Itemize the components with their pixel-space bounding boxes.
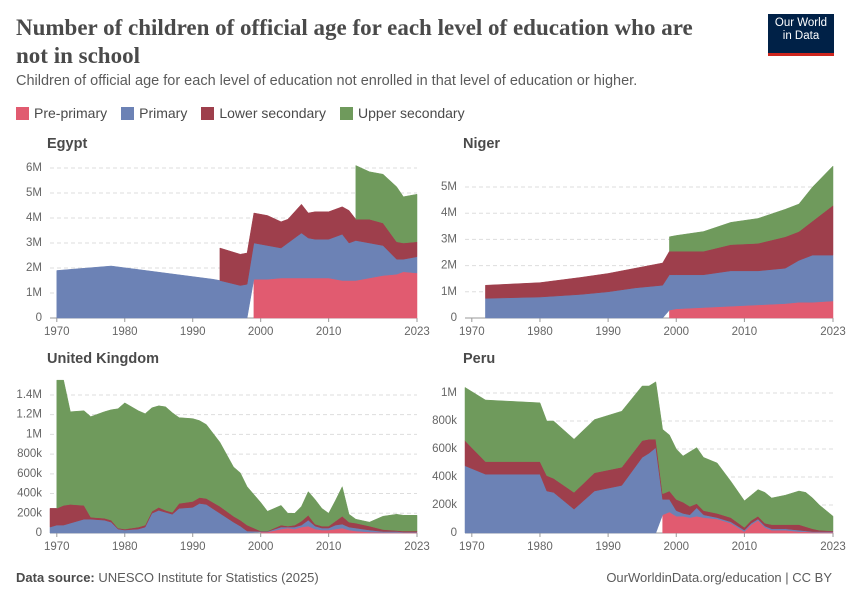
y-tick-label: 1.4M bbox=[16, 389, 42, 401]
legend-swatch bbox=[16, 106, 29, 120]
x-tick-label: 1990 bbox=[180, 541, 206, 553]
y-tick-label: 800k bbox=[17, 448, 42, 460]
x-tick-label: 2023 bbox=[820, 541, 846, 553]
x-tick-label: 1970 bbox=[459, 326, 485, 338]
legend-label: Upper secondary bbox=[357, 105, 465, 121]
y-tick-label: 3M bbox=[441, 233, 457, 245]
y-tick-label: 0 bbox=[451, 312, 457, 324]
x-tick-label: 2023 bbox=[820, 326, 846, 338]
x-tick-label: 1990 bbox=[180, 326, 206, 338]
x-tick-label: 2023 bbox=[404, 541, 430, 553]
y-tick-label: 1M bbox=[26, 428, 42, 440]
y-tick-label: 0 bbox=[36, 527, 42, 539]
legend-swatch bbox=[121, 106, 135, 120]
x-tick-label: 2010 bbox=[316, 541, 342, 553]
legend-item[interactable]: Primary bbox=[121, 105, 187, 121]
legend: Pre-primary Primary Lower secondary Upper s… bbox=[16, 105, 465, 121]
legend-label: Lower secondary bbox=[219, 105, 326, 121]
title: Number of children of official age for e… bbox=[16, 15, 693, 68]
area bbox=[485, 204, 834, 299]
x-tick-label: 2000 bbox=[663, 541, 689, 553]
y-tick-label: 1M bbox=[441, 387, 457, 399]
y-tick-label: 400k bbox=[432, 471, 457, 483]
area bbox=[219, 203, 418, 286]
y-tick-label: 0 bbox=[36, 312, 42, 324]
x-tick-label: 1970 bbox=[44, 541, 70, 553]
logo[interactable]: Our World in Data bbox=[768, 14, 834, 56]
x-tick-label: 1970 bbox=[459, 541, 485, 553]
y-tick-label: 600k bbox=[17, 468, 42, 480]
y-tick-label: 800k bbox=[432, 415, 457, 427]
legend-item[interactable]: Upper secondary bbox=[339, 105, 465, 121]
x-tick-label: 2010 bbox=[732, 326, 758, 338]
legend-item[interactable]: Pre-primary bbox=[16, 105, 107, 121]
y-tick-label: 5M bbox=[441, 181, 457, 193]
legend-label: Pre-primary bbox=[34, 105, 108, 121]
x-tick-label: 2010 bbox=[732, 541, 758, 553]
y-tick-label: 6M bbox=[26, 162, 42, 174]
x-tick-label: 1980 bbox=[112, 326, 138, 338]
x-tick-label: 2000 bbox=[663, 326, 689, 338]
source: Data source: UNESCO Institute for Statis… bbox=[16, 570, 319, 585]
x-tick-label: 1980 bbox=[527, 541, 553, 553]
y-tick-label: 3M bbox=[26, 237, 42, 249]
legend-item[interactable]: Lower secondary bbox=[201, 105, 326, 121]
x-tick-label: 1990 bbox=[595, 541, 621, 553]
area bbox=[56, 379, 418, 532]
y-tick-label: 1M bbox=[441, 286, 457, 298]
x-tick-label: 1970 bbox=[44, 326, 70, 338]
source-label: Data source: bbox=[16, 570, 95, 585]
logo-line: Our World bbox=[774, 17, 828, 29]
subtitle: Children of official age for each level … bbox=[16, 73, 638, 89]
y-tick-label: 1.2M bbox=[16, 409, 42, 421]
area bbox=[355, 165, 418, 244]
legend-label: Primary bbox=[139, 105, 188, 121]
x-tick-label: 2023 bbox=[404, 326, 430, 338]
x-tick-label: 2010 bbox=[316, 326, 342, 338]
x-tick-label: 2000 bbox=[248, 326, 274, 338]
y-tick-label: 1M bbox=[26, 287, 42, 299]
x-tick-label: 1980 bbox=[112, 541, 138, 553]
x-tick-label: 1990 bbox=[595, 326, 621, 338]
y-tick-label: 4M bbox=[441, 207, 457, 219]
panel-title: Egypt bbox=[47, 136, 87, 152]
logo-line: in Data bbox=[782, 30, 820, 42]
y-tick-label: 2M bbox=[26, 262, 42, 274]
y-tick-label: 200k bbox=[432, 499, 457, 511]
url[interactable]: OurWorldinData.org/education | CC BY bbox=[606, 570, 832, 585]
area bbox=[464, 381, 834, 532]
y-tick-label: 200k bbox=[17, 507, 42, 519]
x-tick-label: 1980 bbox=[527, 326, 553, 338]
y-tick-label: 4M bbox=[26, 212, 42, 224]
legend-swatch bbox=[339, 106, 353, 120]
legend-swatch bbox=[201, 106, 215, 120]
source-text: UNESCO Institute for Statistics (2025) bbox=[98, 570, 319, 585]
x-tick-label: 2000 bbox=[248, 541, 274, 553]
area bbox=[669, 165, 834, 252]
panel-title: Niger bbox=[463, 136, 500, 152]
y-tick-label: 600k bbox=[432, 443, 457, 455]
y-tick-label: 400k bbox=[17, 488, 42, 500]
y-tick-label: 0 bbox=[451, 527, 457, 539]
panel-title: United Kingdom bbox=[47, 351, 159, 367]
y-tick-label: 5M bbox=[26, 187, 42, 199]
panel-title: Peru bbox=[463, 351, 495, 367]
y-tick-label: 2M bbox=[441, 260, 457, 272]
